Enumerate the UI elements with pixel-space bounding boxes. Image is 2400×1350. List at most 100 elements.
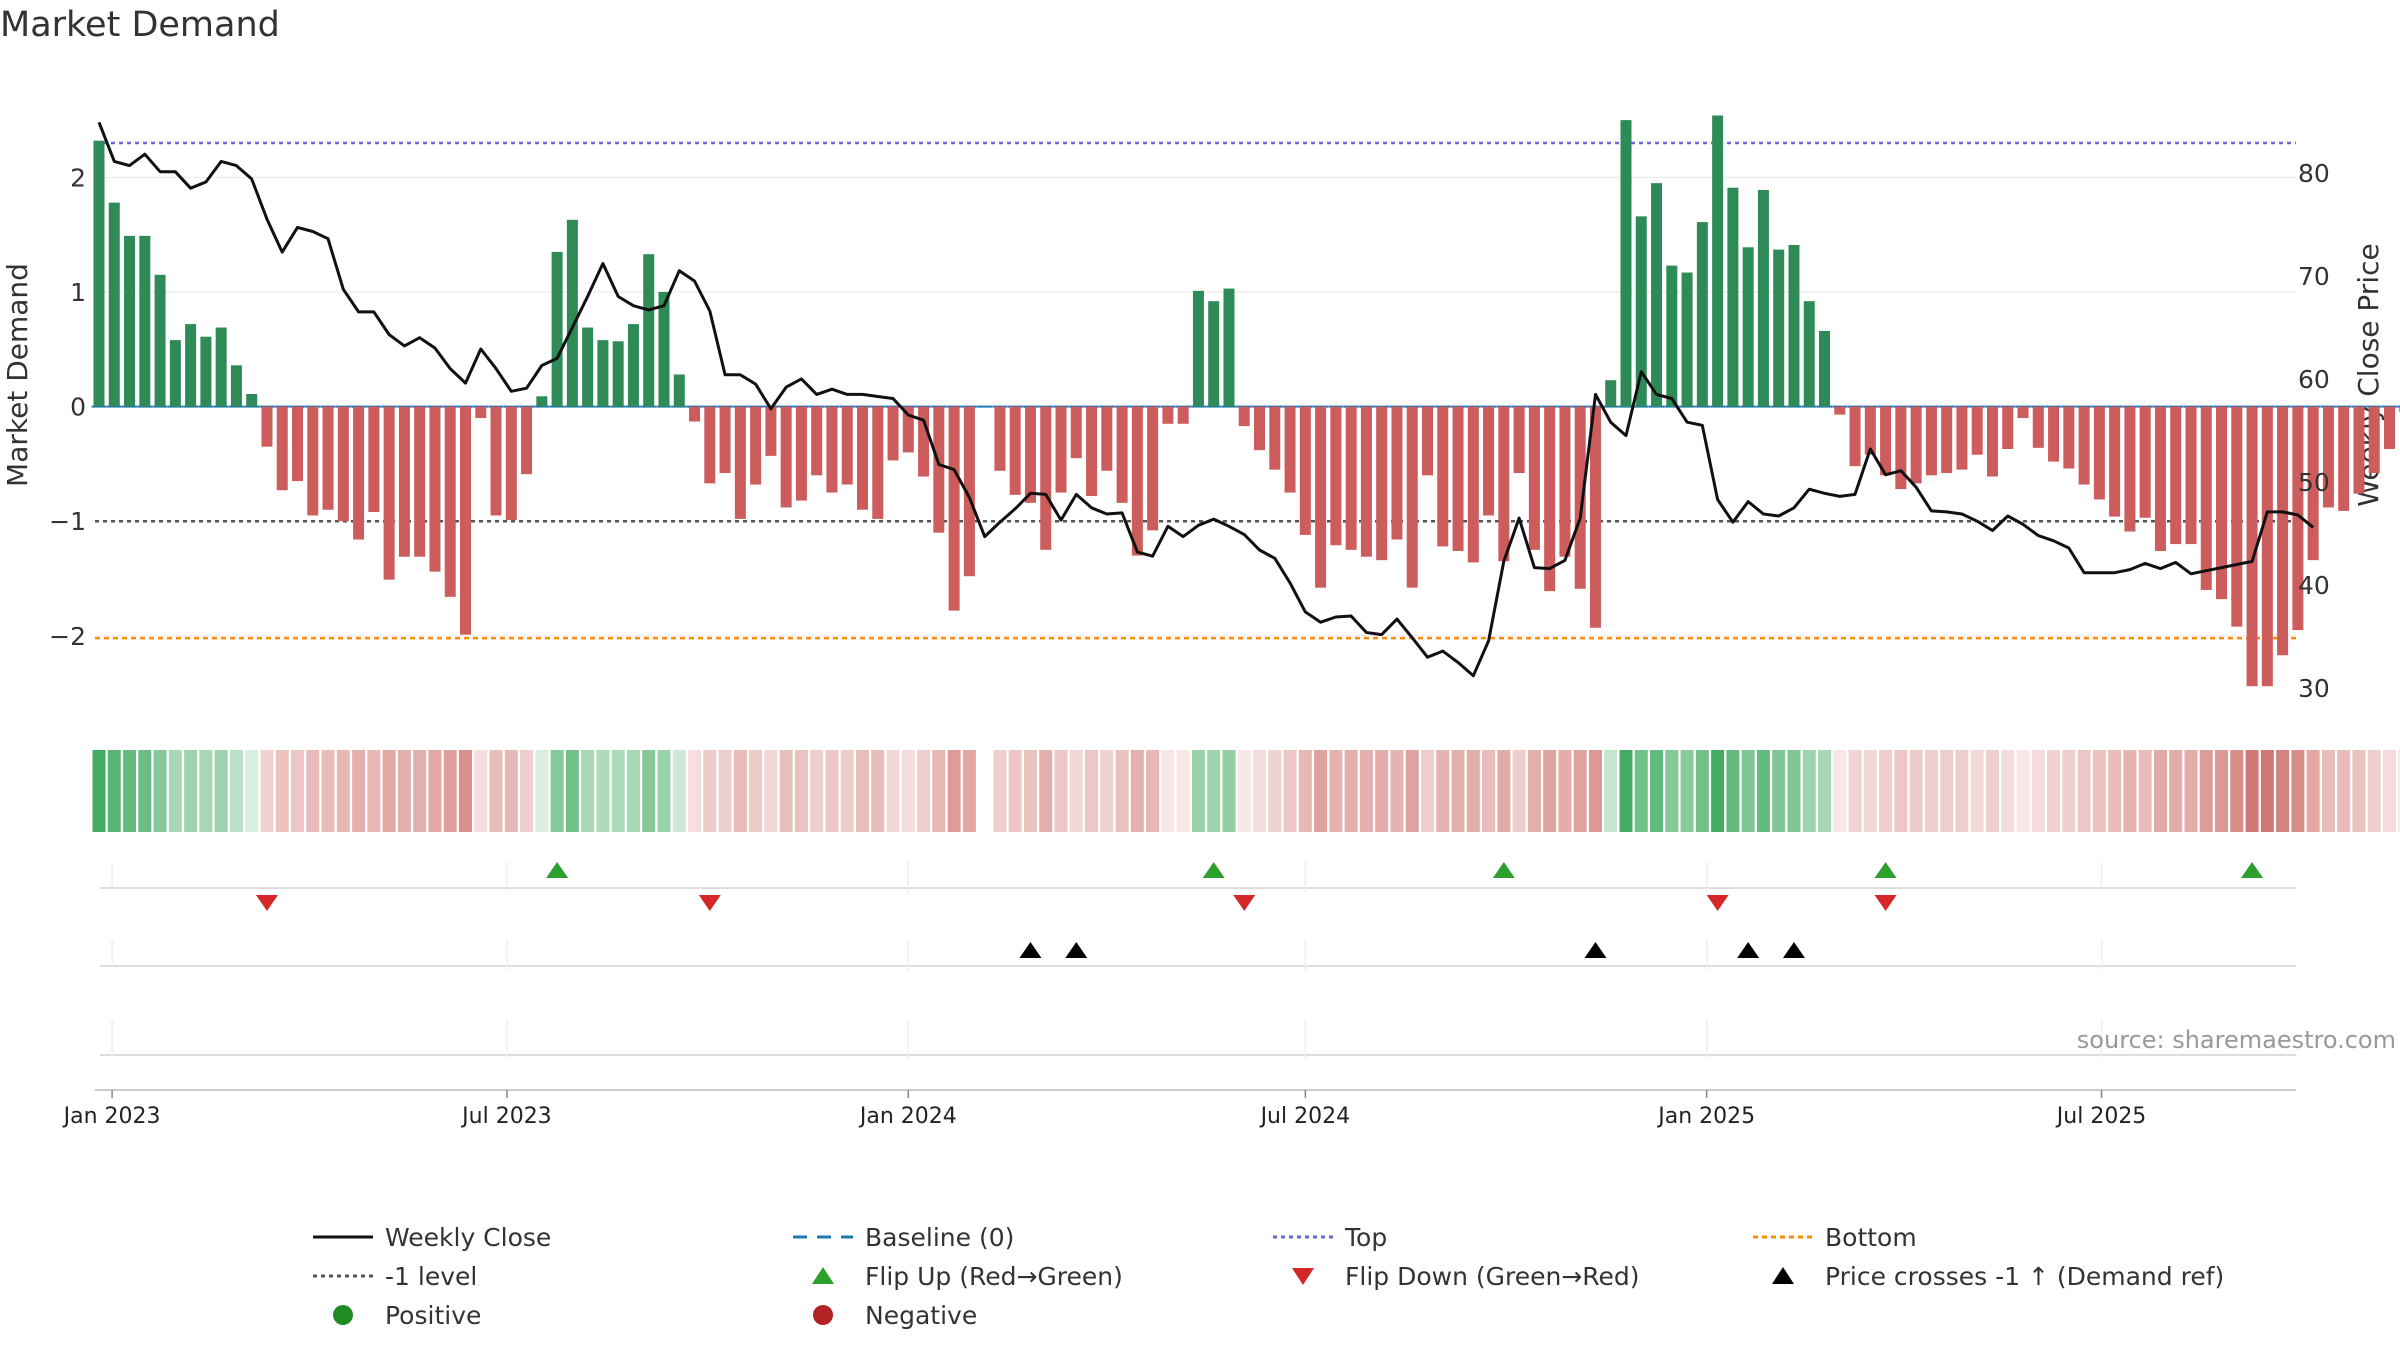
negative-bar [2277,406,2289,656]
strip-cell [962,750,976,832]
strip-cell [2108,750,2122,832]
strip-cell [840,750,854,832]
strip-cell [2230,750,2244,832]
x-tick-label: Jan 2023 [62,1104,161,1129]
negative-bar [2032,406,2044,448]
strip-cell [2092,750,2106,832]
strip-cell [1023,750,1037,832]
strip-cell [1390,750,1404,832]
strip-cell [2291,750,2305,832]
negative-bar [1849,406,1861,467]
legend-label: Bottom [1825,1223,1917,1252]
negative-bar [1055,406,1067,493]
positive-bar [108,202,120,407]
strip-cell [1650,750,1664,832]
negative-bar [2322,406,2334,508]
strip-cell [932,750,946,832]
negative-bar [1299,406,1311,535]
negative-bar [2017,406,2029,419]
flip-up-marker [2241,862,2264,878]
strip-cell [2077,750,2091,832]
strip-cell [1176,750,1190,832]
y2-tick-label: 80 [2298,159,2330,188]
strip-cell [947,750,961,832]
strip-cell [611,750,625,832]
negative-bar [276,406,288,491]
strip-cell [1466,750,1480,832]
y2-tick-label: 30 [2298,674,2330,703]
strip-cell [2321,750,2335,832]
source-annotation: source: sharemaestro.com [2077,1026,2396,1054]
strip-cell [1283,750,1297,832]
positive-bar [551,251,563,407]
strip-cell [1207,750,1221,832]
strip-cell [1253,750,1267,832]
positive-bar [215,327,227,407]
strip-cell [1558,750,1572,832]
strip-cell [1497,750,1511,832]
negative-bar [1925,406,1937,476]
strip-cell [1436,750,1450,832]
strip-cell [1833,750,1847,832]
strip-cell [2016,750,2030,832]
positive-bar [93,140,105,407]
demand-heat-strip [92,750,2400,832]
strip-cell [1100,750,1114,832]
strip-cell [764,750,778,832]
strip-cell [123,750,137,832]
positive-bar [230,365,242,407]
strip-cell [352,750,366,832]
negative-bar [750,406,762,485]
negative-bar [1376,406,1388,561]
positive-bar [200,336,212,407]
negative-bar [811,406,823,476]
legend-label: Price crosses -1 ↑ (Demand ref) [1825,1262,2224,1291]
strip-cell [1573,750,1587,832]
negative-bar [918,406,930,477]
strip-cell [1054,750,1068,832]
negative-bar [948,406,960,611]
legend-item-flip-up: Flip Up (Red→Green) [812,1262,1123,1291]
negative-bar [704,406,716,484]
positive-bar [1192,290,1204,407]
strip-cell [794,750,808,832]
strip-cell [626,750,640,832]
strip-cell [535,750,549,832]
strip-cell [367,750,381,832]
strip-cell [917,750,931,832]
strip-cell [1604,750,1618,832]
legend-label: Baseline (0) [865,1223,1014,1252]
strip-cell [2260,750,2274,832]
negative-bar [2384,406,2395,449]
legend-swatch [813,1305,833,1325]
strip-cell [1818,750,1832,832]
strip-cell [2169,750,2183,832]
x-tick-label: Jan 2025 [1656,1104,1755,1129]
positive-bar [1223,288,1235,407]
positive-bar [612,341,624,407]
strip-cell [1680,750,1694,832]
strip-cell [1130,750,1144,832]
strip-cell [1115,750,1129,832]
strip-cell [397,750,411,832]
negative-bar [398,406,410,557]
flip-up-marker [1492,862,1515,878]
price-cross-marker [1737,942,1760,958]
negative-bar [2048,406,2060,462]
strip-cell [260,750,274,832]
y-tick-label: −1 [49,507,86,536]
y-tick-label: −2 [49,622,86,651]
strip-cell [1543,750,1557,832]
negative-bar [1498,406,1510,562]
negative-bar [1162,406,1174,424]
strip-cell [153,750,167,832]
negative-bar [1269,406,1281,470]
strip-cell [1711,750,1725,832]
positive-bar [1208,301,1220,407]
negative-bar [765,406,777,456]
negative-bar [1574,406,1586,589]
strip-cell [1619,750,1633,832]
strip-cell [1008,750,1022,832]
negative-bar [307,406,319,516]
